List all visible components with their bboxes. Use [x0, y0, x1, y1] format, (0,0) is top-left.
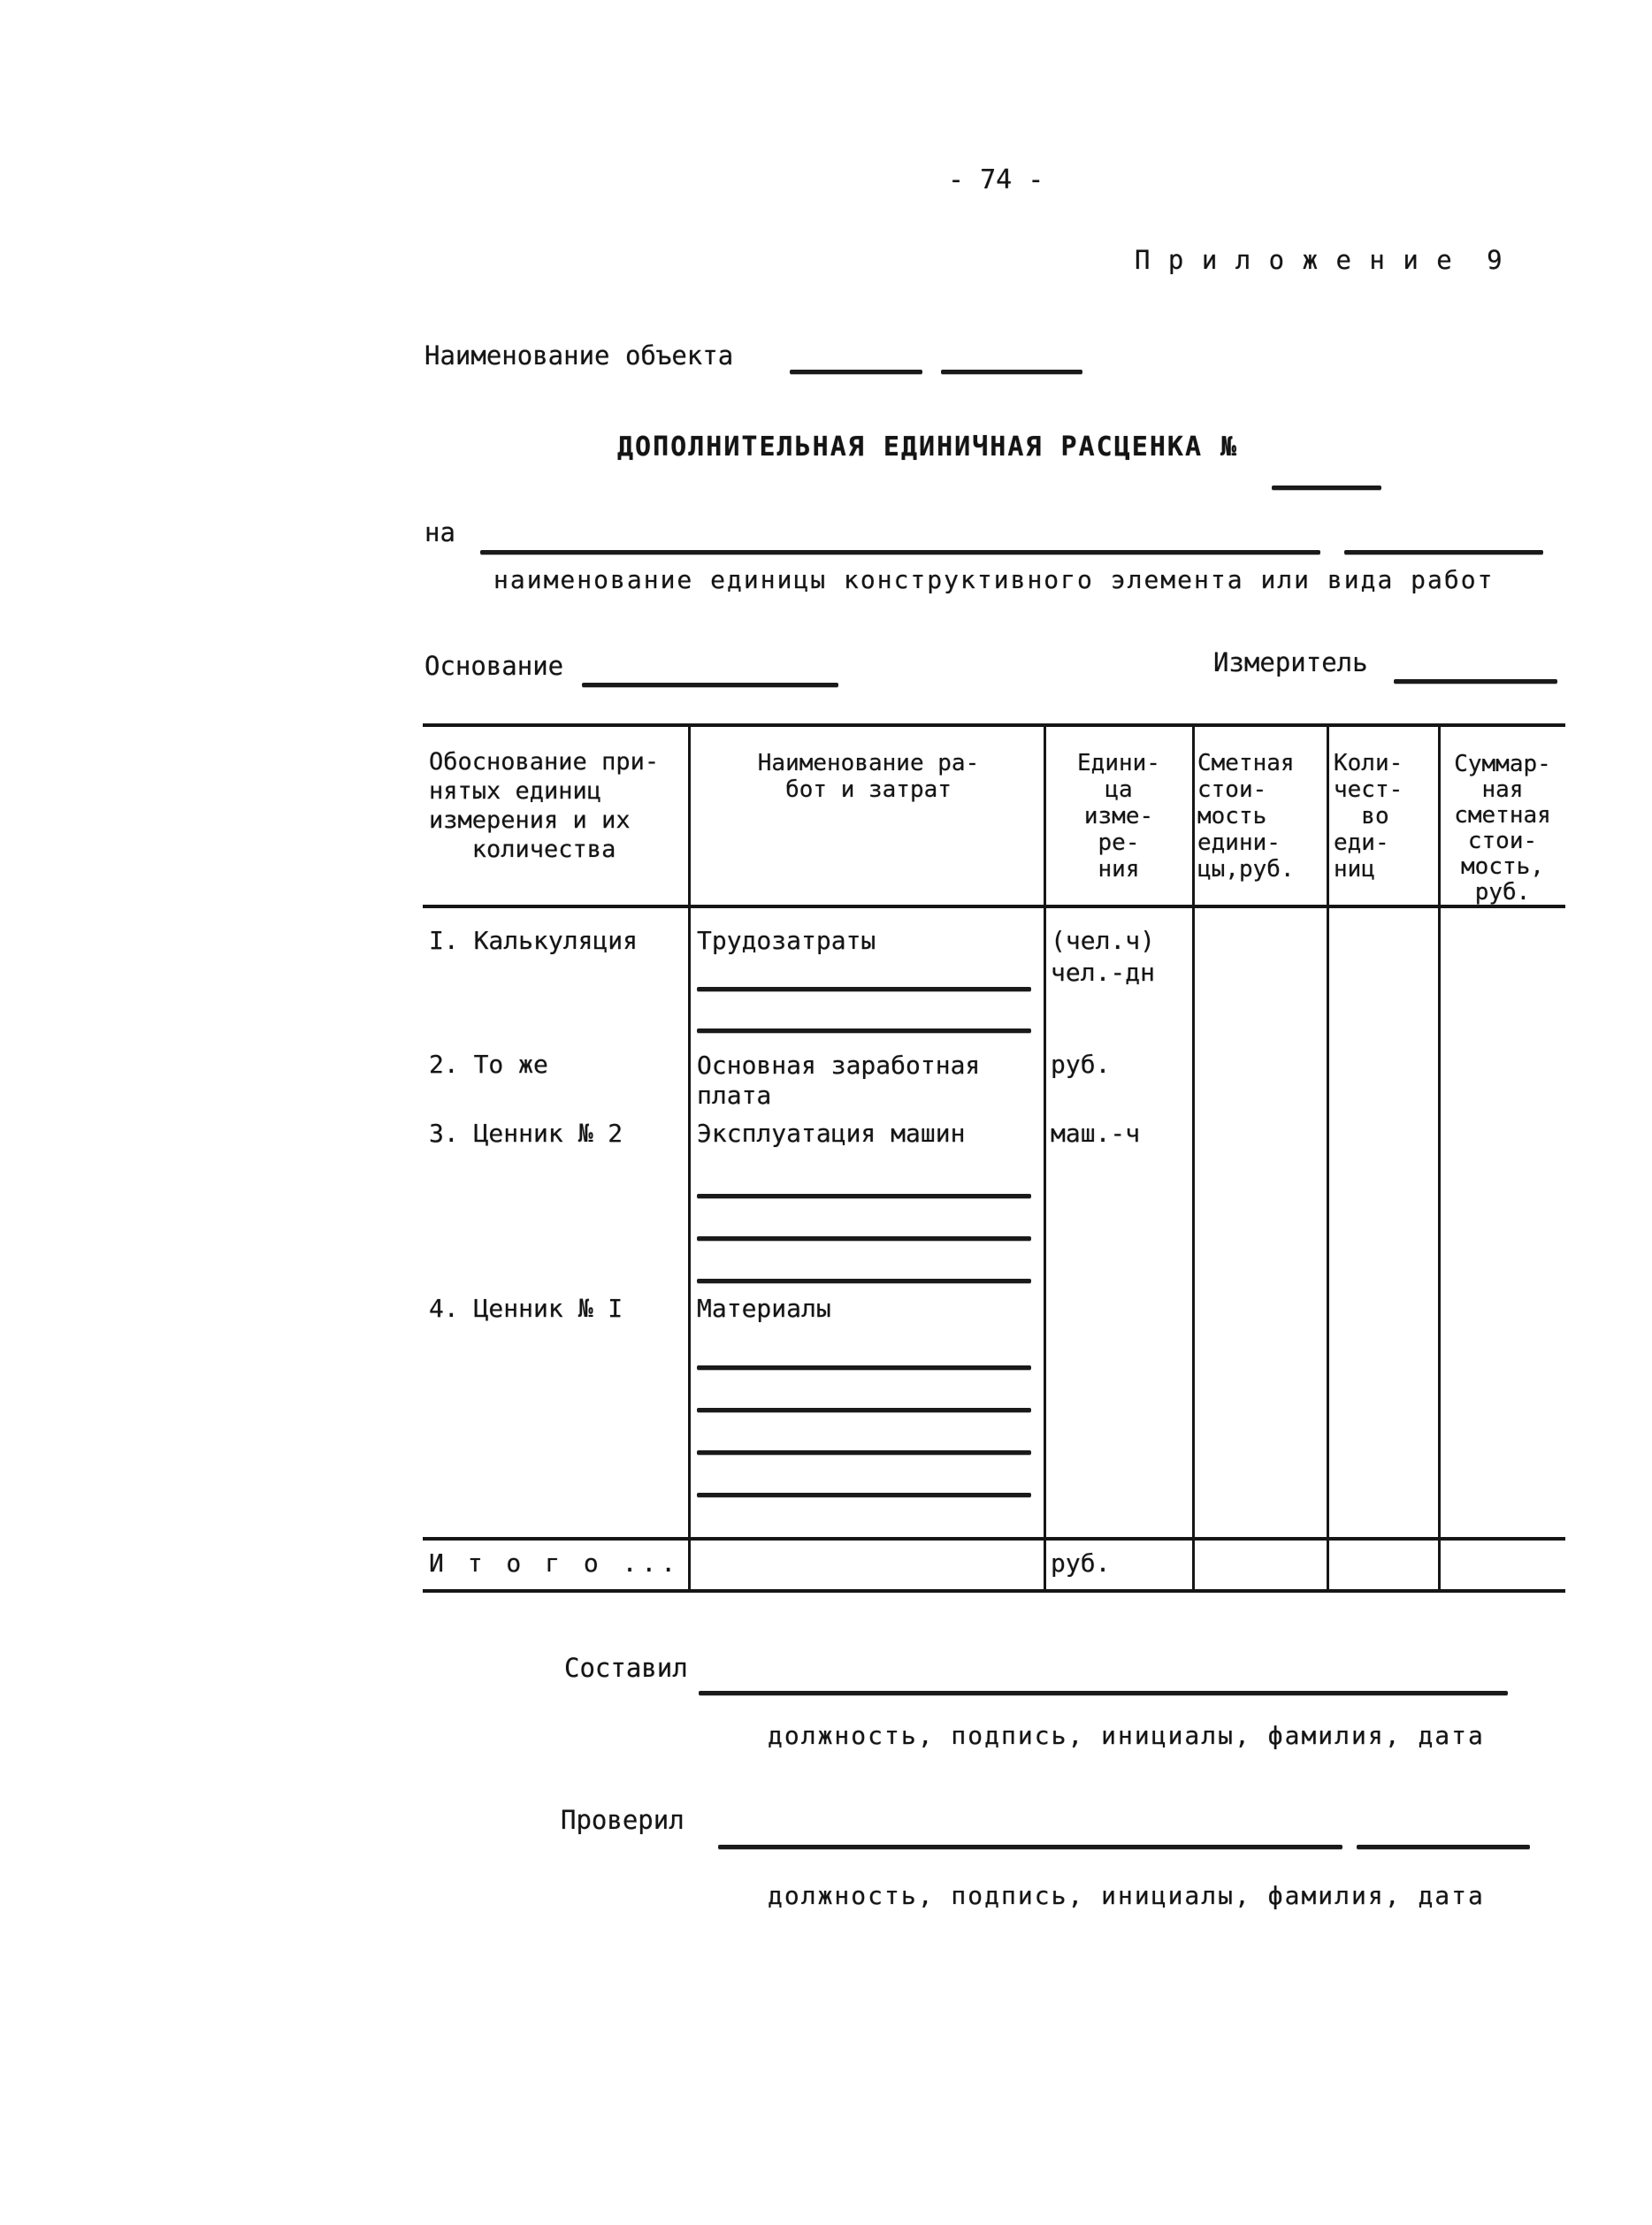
signature-caption: должность, подпись, инициалы, фамилия, д… — [768, 1721, 1485, 1750]
column-header-justification: Обоснование при- нятых единиц измерения … — [429, 748, 660, 863]
object-name-blank — [790, 370, 922, 374]
blank-line — [697, 1194, 1031, 1198]
checked-by-blank — [718, 1845, 1342, 1849]
rate-number-blank — [1272, 486, 1381, 490]
work-name-blank — [480, 550, 1320, 554]
table-column-divider — [1044, 723, 1046, 1593]
table-row-basis: I. Калькуляция — [429, 926, 639, 955]
blank-line — [697, 1279, 1031, 1283]
table-column-divider — [1192, 723, 1195, 1593]
table-total-rule — [423, 1537, 1565, 1541]
total-row-unit: руб. — [1051, 1548, 1111, 1578]
form-title: ДОПОЛНИТЕЛЬНАЯ ЕДИНИЧНАЯ РАСЦЕНКА № — [617, 432, 1239, 463]
table-top-rule — [423, 723, 1565, 727]
table-row-name: Основная заработная плата — [697, 1051, 981, 1110]
blank-line — [697, 1236, 1031, 1241]
table-row-basis: 2. То же — [429, 1050, 548, 1079]
on-label: на — [424, 517, 455, 547]
composed-by-label: Составил — [564, 1653, 688, 1683]
column-header-total-cost: Суммар- ная сметная стои- мость, руб. — [1454, 751, 1551, 906]
table-bottom-rule — [423, 1589, 1565, 1593]
table-row-basis: 4. Ценник № I — [429, 1294, 623, 1323]
blank-line — [697, 1408, 1031, 1412]
object-name-label: Наименование объекта — [424, 340, 734, 371]
column-header-work-name: Наименование ра- бот и затрат — [757, 750, 980, 803]
table-header-rule — [423, 905, 1565, 908]
table-row-unit: (чел.ч) чел.-дн — [1051, 926, 1156, 987]
blank-line — [697, 1028, 1031, 1033]
meter-label: Измеритель — [1213, 647, 1368, 677]
blank-line — [697, 1450, 1031, 1455]
table-row-name: Материалы — [697, 1294, 831, 1323]
work-name-blank — [1344, 550, 1543, 554]
table-row-unit: руб. — [1051, 1050, 1111, 1079]
total-row-label: И т о г о ... — [429, 1548, 681, 1578]
table-row-basis: 3. Ценник № 2 — [429, 1119, 623, 1148]
column-header-unit-cost: Сметная стои- мость едини- цы,руб. — [1197, 750, 1295, 883]
page-number: - 74 - — [948, 164, 1044, 195]
column-header-unit: Едини- ца изме- ре- ния — [1077, 750, 1160, 883]
table-row-unit: маш.-ч — [1051, 1119, 1141, 1148]
basis-blank — [582, 683, 838, 687]
blank-line — [697, 987, 1031, 991]
blank-line — [697, 1365, 1031, 1370]
composed-by-blank — [699, 1691, 1508, 1695]
table-row-name: Эксплуатация машин — [697, 1119, 966, 1148]
table-column-divider — [688, 723, 691, 1593]
table-column-divider — [1438, 723, 1441, 1593]
basis-label: Основание — [424, 651, 564, 681]
meter-blank — [1394, 679, 1557, 684]
on-caption: наименование единицы конструктивного эле… — [493, 565, 1495, 594]
checked-by-label: Проверил — [561, 1805, 685, 1835]
object-name-blank — [941, 370, 1082, 374]
table-column-divider — [1327, 723, 1329, 1593]
appendix-label: П р и л о ж е н и е 9 — [1135, 245, 1504, 275]
signature-caption: должность, подпись, инициалы, фамилия, д… — [768, 1881, 1485, 1910]
column-header-quantity: Коли- чест- во еди- ниц — [1334, 750, 1403, 883]
blank-line — [697, 1493, 1031, 1497]
checked-by-blank — [1357, 1845, 1530, 1849]
table-row-name: Трудозатраты — [697, 926, 876, 955]
